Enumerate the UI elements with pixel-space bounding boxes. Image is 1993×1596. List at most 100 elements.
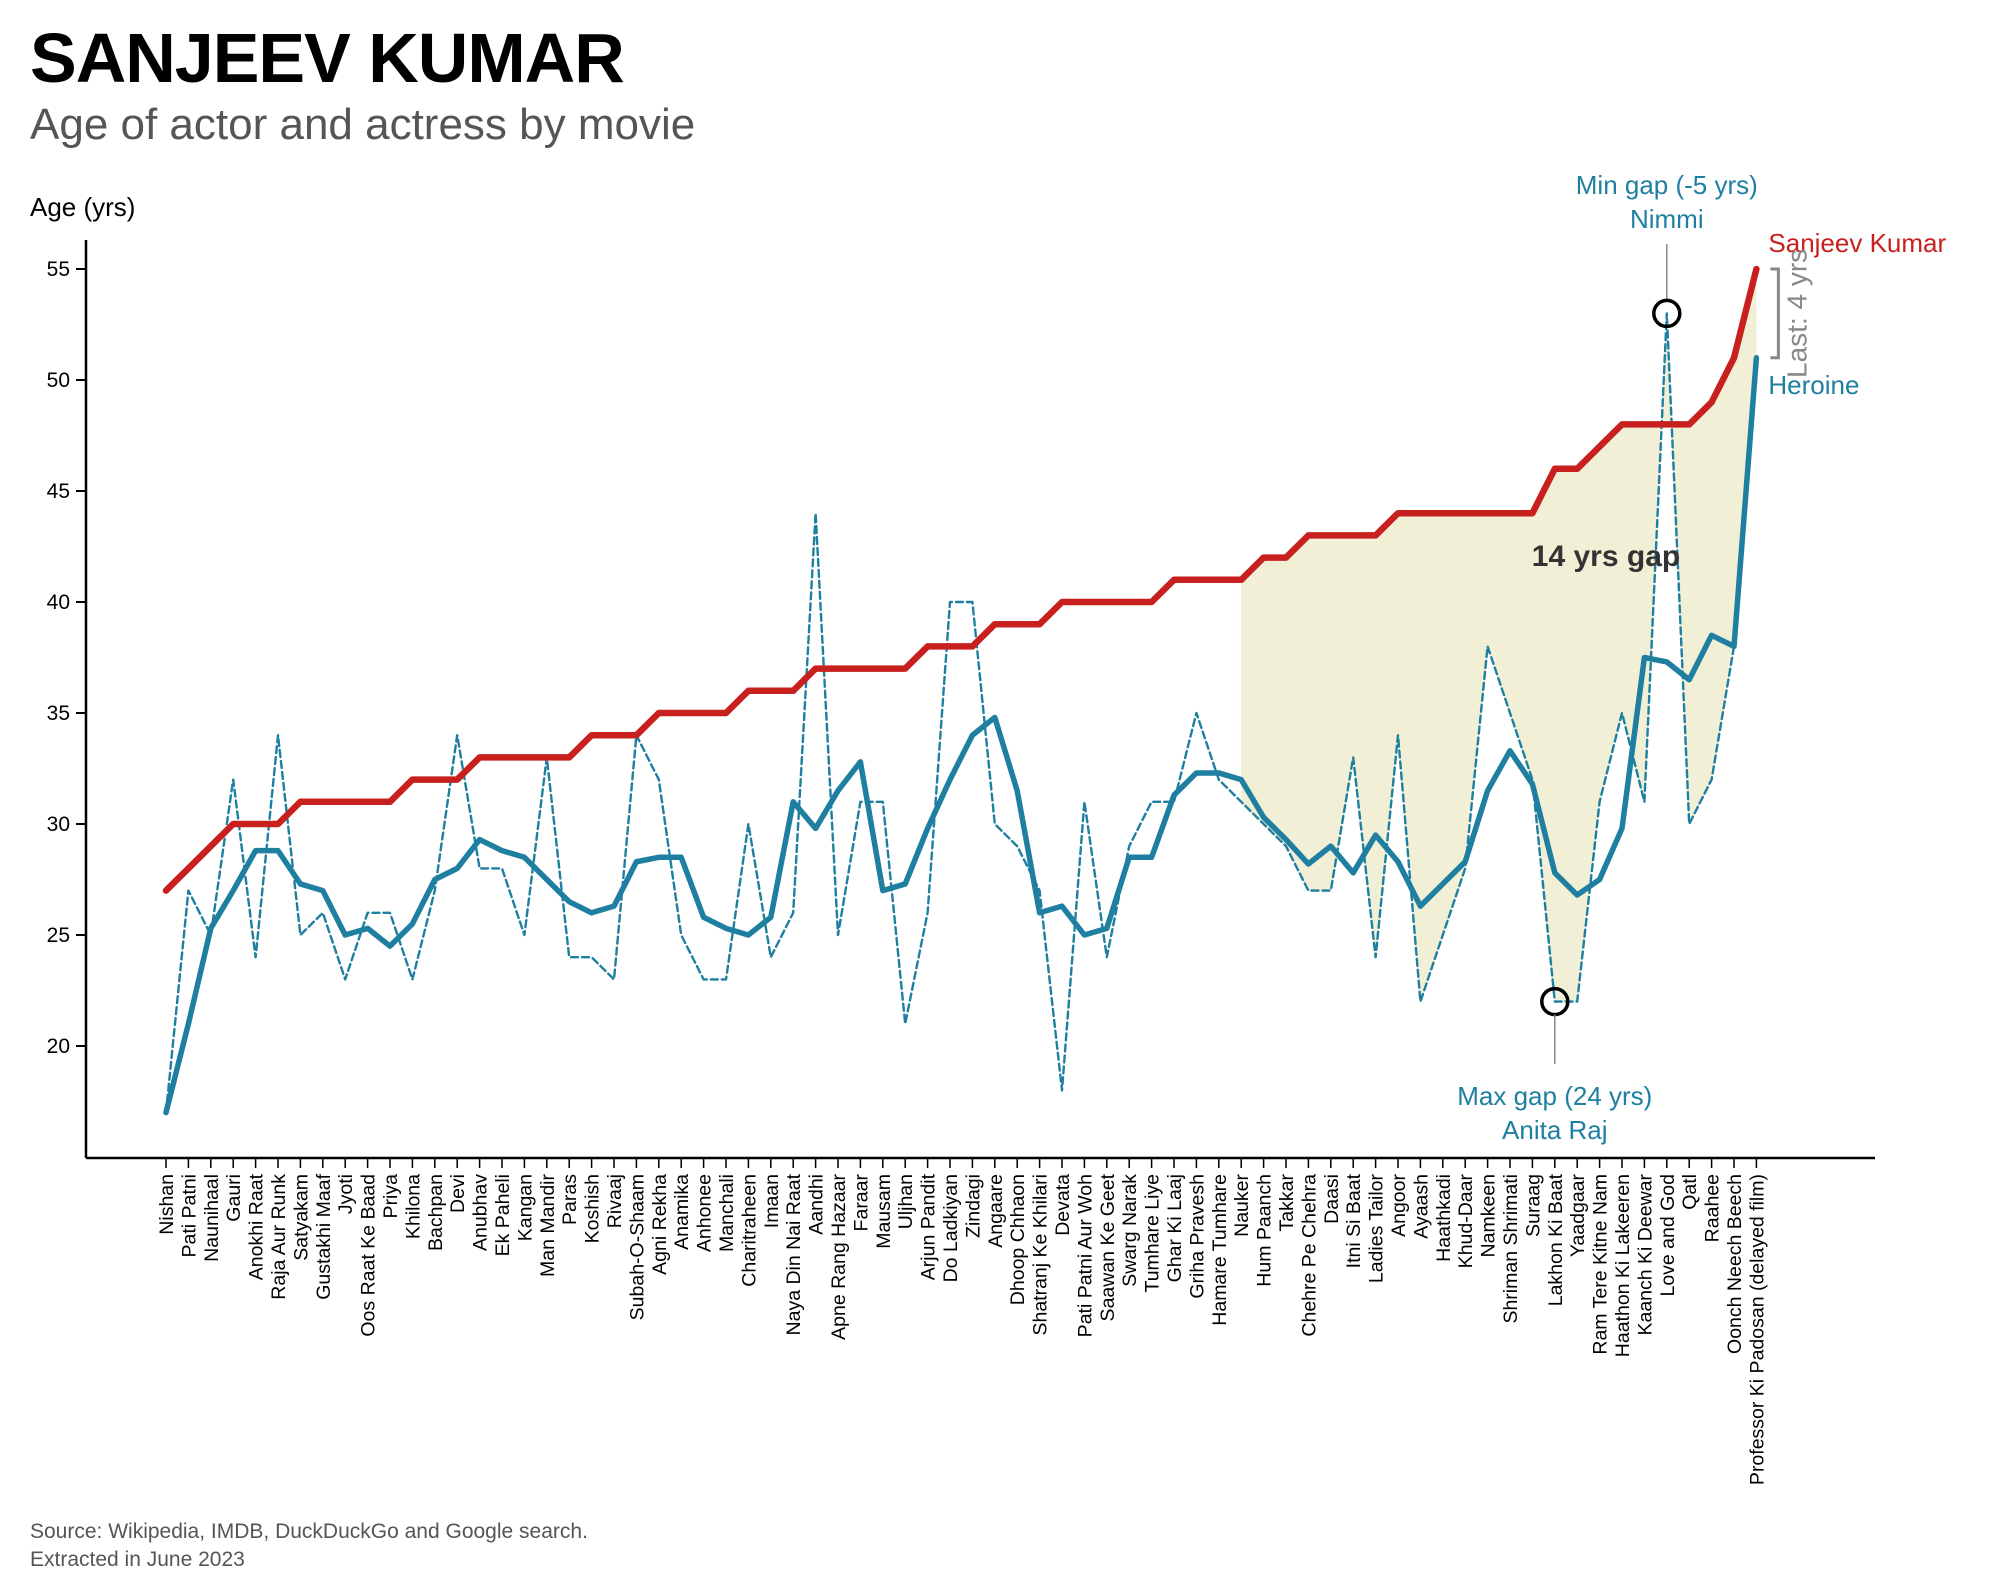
x-tick-label: Takkar xyxy=(1276,1173,1298,1231)
x-tick-label: Ram Tere Kitne Nam xyxy=(1590,1174,1612,1355)
x-tick-label: Kangan xyxy=(514,1174,536,1241)
x-tick-label: Satyakam xyxy=(290,1174,312,1261)
x-tick-label: Angaare xyxy=(985,1174,1007,1248)
last-gap-bracket xyxy=(1770,267,1780,360)
x-tick-label: Shatranj Ke Khilari xyxy=(1030,1174,1052,1336)
y-tick-label: 30 xyxy=(47,813,70,836)
min-gap-name: Nimmi xyxy=(1630,204,1704,234)
x-tick-label: Arjun Pandit xyxy=(918,1173,940,1280)
actor-series-label: Sanjeev Kumar xyxy=(1768,228,1946,258)
y-tick-label: 40 xyxy=(47,591,70,614)
x-tick-label: Saawan Ke Geet xyxy=(1097,1173,1119,1321)
x-tick-label: Charitraheen xyxy=(738,1174,760,1287)
x-tick-label: Haathon Ki Lakeeren xyxy=(1612,1174,1634,1357)
x-tick-label: Naya Din Nai Raat xyxy=(783,1173,805,1335)
heroine-age-smoothed-line xyxy=(163,355,1760,1116)
x-tick-label: Raahee xyxy=(1702,1174,1724,1242)
y-tick-label: 55 xyxy=(47,258,70,281)
x-tick-label: Nauker xyxy=(1231,1174,1253,1237)
y-tick-label: 45 xyxy=(47,480,70,503)
x-tick-label: Mausam xyxy=(873,1174,895,1249)
chart-title: SANJEEV KUMAR xyxy=(30,19,625,97)
actor-age-line xyxy=(162,265,1760,894)
x-tick-label: Gustakhi Maaf xyxy=(313,1173,335,1299)
x-tick-label: Bachpan xyxy=(425,1174,447,1251)
chart-subtitle: Age of actor and actress by movie xyxy=(30,100,696,149)
x-tick-label: Daasi xyxy=(1321,1174,1343,1224)
x-tick-label: Rivaaj xyxy=(604,1174,626,1228)
gap-shade-layer xyxy=(1241,269,1757,1002)
y-tick-label: 25 xyxy=(47,924,70,947)
x-tick-label: Anubhav xyxy=(470,1174,492,1251)
x-tick-label: Devi xyxy=(447,1174,469,1213)
mean-gap-label: 14 yrs gap xyxy=(1532,540,1680,573)
x-tick-label: Man Mandir xyxy=(537,1174,559,1277)
x-tick-label: Do Ladkiyan xyxy=(940,1174,962,1282)
max-gap-label: Max gap (24 yrs) xyxy=(1457,1081,1652,1111)
x-tick-label: Jyoti xyxy=(335,1174,357,1214)
x-tick-label: Uljhan xyxy=(895,1174,917,1229)
x-tick-label: Shriman Shrimati xyxy=(1500,1174,1522,1324)
min-gap-marker xyxy=(1652,298,1682,329)
x-tick-label: Ek Paheli xyxy=(492,1174,514,1256)
x-tick-label: Devata xyxy=(1052,1174,1074,1236)
x-tick-label: Paras xyxy=(559,1174,581,1225)
x-tick-label: Angoor xyxy=(1388,1174,1410,1237)
x-tick-label: Anamika xyxy=(671,1174,693,1250)
source-line-1: Source: Wikipedia, IMDB, DuckDuckGo and … xyxy=(30,1520,588,1543)
x-tick-label: Hum Paanch xyxy=(1254,1174,1276,1287)
x-tick-label: Raja Aur Runk xyxy=(268,1174,290,1300)
annotation-layer: Min gap (-5 yrs) Nimmi Max gap (24 yrs) Ani… xyxy=(1457,170,1946,1145)
x-tick-label: Zindagi xyxy=(962,1174,984,1238)
x-tick-label: Oos Raat Ke Baad xyxy=(358,1174,380,1337)
x-tick-label: Khud-Daar xyxy=(1455,1174,1477,1269)
heroine-age-dashed-line xyxy=(164,312,1758,1114)
y-tick-label: 20 xyxy=(47,1035,70,1058)
x-tick-label: Ayaash xyxy=(1410,1174,1432,1239)
x-tick-label: Faraar xyxy=(850,1173,872,1231)
gap-shade-area xyxy=(1241,269,1757,1002)
x-tick-label: Pati Patni xyxy=(178,1174,200,1257)
x-tick-label: Lakhon Ki Baat xyxy=(1545,1173,1567,1306)
x-tick-label: Dhoop Chhaon xyxy=(1007,1174,1029,1305)
y-tick-label: 50 xyxy=(47,369,70,392)
x-tick-label: Yaadgaar xyxy=(1567,1173,1589,1257)
x-tick-label: Imaan xyxy=(761,1174,783,1228)
x-tick-label: Koshish xyxy=(582,1174,604,1243)
x-tick-label: Pati Patni Aur Woh xyxy=(1074,1174,1096,1337)
x-tick-label: Suraag xyxy=(1522,1174,1544,1237)
y-axis-label: Age (yrs) xyxy=(30,192,135,222)
series-layer xyxy=(162,265,1760,1116)
x-tick-label: Priya xyxy=(380,1174,402,1219)
x-tick-label: Hamare Tumhare xyxy=(1209,1174,1231,1326)
y-tick-label: 35 xyxy=(47,702,70,725)
x-tick-label: Tumhare Liye xyxy=(1142,1174,1164,1293)
x-tick-label: Gauri xyxy=(223,1174,245,1222)
source-note: Source: Wikipedia, IMDB, DuckDuckGo and … xyxy=(30,1518,588,1574)
x-tick-label: Anhonee xyxy=(694,1174,716,1252)
x-tick-label: Subah-O-Shaam xyxy=(626,1174,648,1320)
x-tick-label: Itni Si Baat xyxy=(1343,1173,1365,1268)
x-tick-label: Anokhi Raat xyxy=(246,1173,268,1280)
x-tick-label: Manchali xyxy=(716,1174,738,1252)
last-gap-label: Last: 4 yrs xyxy=(1781,249,1812,378)
x-tick-label: Professor Ki Padosan (delayed film) xyxy=(1746,1174,1768,1485)
x-tick-label: Khilona xyxy=(402,1174,424,1239)
x-tick-label: Qatl xyxy=(1679,1174,1701,1210)
x-tick-label: Love and God xyxy=(1657,1174,1679,1297)
x-tick-label: Namkeen xyxy=(1478,1174,1500,1257)
source-line-2: Extracted in June 2023 xyxy=(30,1548,245,1571)
heroine-series-label: Heroine xyxy=(1768,370,1859,400)
x-tick-label: Chehre Pe Chehra xyxy=(1298,1174,1320,1337)
x-tick-label: Ladies Tailor xyxy=(1366,1174,1388,1284)
x-tick-label: Haathkadi xyxy=(1433,1174,1455,1262)
x-tick-label: Aandhi xyxy=(806,1174,828,1235)
x-tick-label: Naunihaal xyxy=(201,1174,223,1262)
x-tick-label: Nishan xyxy=(156,1174,178,1235)
x-tick-label: Agni Rekha xyxy=(649,1174,671,1275)
max-gap-name: Anita Raj xyxy=(1502,1115,1608,1145)
x-tick-label: Oonch Neech Beech xyxy=(1724,1174,1746,1354)
x-tick-label: Kaanch Ki Deewar xyxy=(1634,1174,1656,1336)
